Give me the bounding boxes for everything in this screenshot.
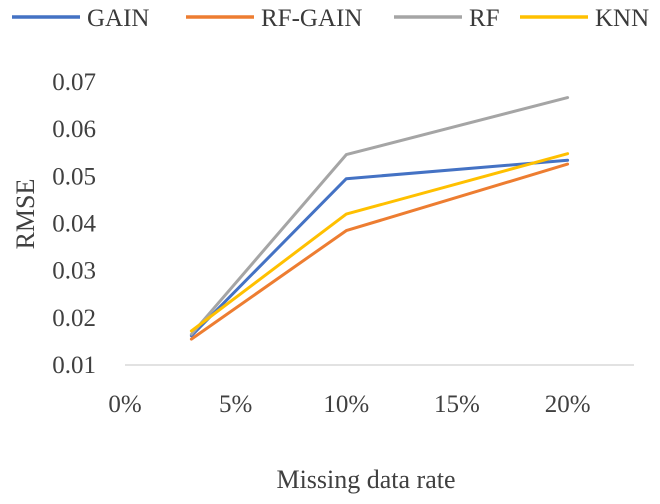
x-tick-label: 5% [219, 391, 252, 418]
y-tick-label: 0.02 [52, 305, 96, 332]
series-line-rf-gain [189, 162, 570, 341]
legend: GAIN RF-GAIN RF KNN [12, 5, 649, 32]
x-tick-label: 10% [323, 391, 369, 418]
y-tick-label: 0.01 [52, 352, 96, 379]
y-tick-label: 0.06 [52, 116, 96, 143]
y-tick-label: 0.04 [52, 211, 96, 238]
y-axis-ticks: 0.01 0.02 0.03 0.04 0.05 0.06 0.07 [52, 69, 96, 379]
series-line-rf [189, 96, 570, 336]
y-tick-label: 0.03 [52, 258, 96, 285]
x-tick-label: 0% [108, 391, 141, 418]
legend-label-rf-gain: RF-GAIN [261, 5, 362, 32]
x-axis-ticks: 0% 5% 10% 15% 20% [108, 391, 590, 418]
legend-label-knn: KNN [595, 5, 649, 32]
series-lines [189, 96, 570, 341]
x-axis-title: Missing data rate [276, 465, 455, 494]
legend-label-rf: RF [469, 5, 500, 32]
series-line-knn [189, 152, 570, 333]
x-tick-label: 20% [545, 391, 591, 418]
series-line-gain [189, 158, 570, 338]
legend-label-gain: GAIN [87, 5, 150, 32]
y-axis-title: RMSE [11, 179, 40, 250]
y-tick-label: 0.05 [52, 163, 96, 190]
y-tick-label: 0.07 [52, 69, 96, 96]
x-tick-label: 15% [434, 391, 480, 418]
